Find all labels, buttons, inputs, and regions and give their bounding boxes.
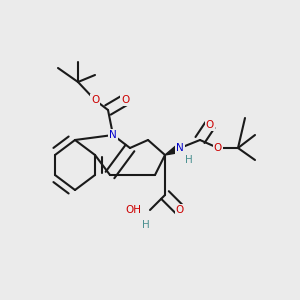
Text: O: O (121, 95, 129, 105)
Text: N: N (176, 143, 184, 153)
Text: H: H (185, 155, 193, 165)
Text: O: O (214, 143, 222, 153)
Text: O: O (176, 205, 184, 215)
Text: H: H (142, 220, 149, 230)
Text: N: N (109, 130, 117, 140)
Text: OH: OH (125, 205, 141, 215)
Text: O: O (206, 120, 214, 130)
Text: O: O (91, 95, 99, 105)
Polygon shape (165, 144, 182, 155)
